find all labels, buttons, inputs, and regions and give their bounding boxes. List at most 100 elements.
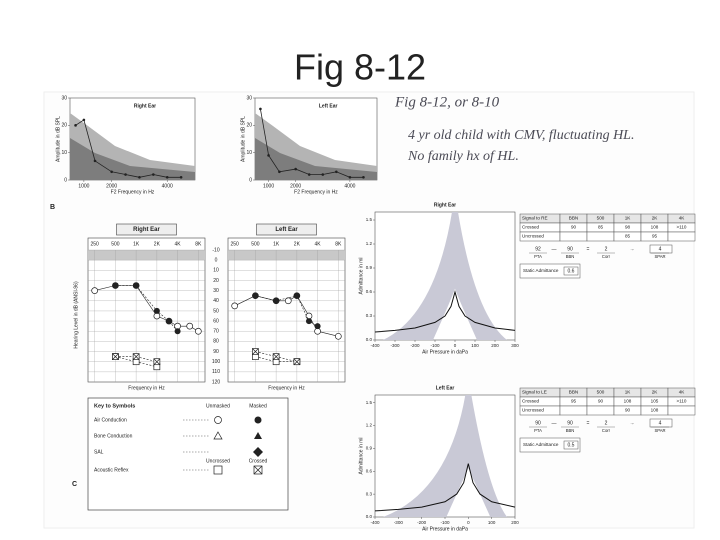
y-tick-label: 80 <box>213 339 219 345</box>
air-unmasked <box>334 332 342 340</box>
air-unmasked <box>231 302 239 310</box>
y-tick-label: 0.3 <box>366 313 373 318</box>
calc-item: = <box>587 246 590 252</box>
key-row: SAL <box>94 449 104 455</box>
x-tick-label: 200 <box>491 343 499 348</box>
y-tick-label: 10 <box>61 150 67 156</box>
key-symbol <box>253 465 263 475</box>
table-header: 2K <box>652 216 659 221</box>
dp-point <box>307 173 311 176</box>
dp-point <box>93 159 97 163</box>
air-masked <box>165 318 172 325</box>
x-tick-label: -400 <box>370 520 380 525</box>
x-axis-label: Frequency in Hz <box>268 385 305 391</box>
table-header: 1K <box>625 390 632 395</box>
air-masked <box>273 297 280 304</box>
table-header: 2K <box>652 390 659 395</box>
key-column: Uncrossed <box>206 458 230 464</box>
y-tick-label: 30 <box>246 95 252 101</box>
calc-item: 4 <box>659 420 662 426</box>
title-box <box>116 223 177 236</box>
y-tick-label: 1.5 <box>366 217 373 222</box>
calc-item: — <box>552 420 557 426</box>
calc-item: → <box>630 420 635 426</box>
calc-label: SPAR <box>654 428 665 433</box>
table-cell <box>559 231 588 242</box>
table-header: BBN <box>569 216 578 221</box>
y-tick-label: 0.0 <box>366 514 373 519</box>
key-symbol <box>254 432 262 439</box>
key-row: Air Conduction <box>94 417 127 423</box>
handwritten-note: 4 yr old child with CMV, fluctuating HL. <box>408 128 634 143</box>
table-value: 85 <box>625 234 631 239</box>
x-tick-label: -400 <box>370 343 380 348</box>
static-label: Static Admittance <box>523 268 559 273</box>
table-header: Signal to RE <box>522 216 548 221</box>
dp-point <box>138 175 141 179</box>
dp-point <box>321 173 325 176</box>
y-tick-label: 1.2 <box>366 241 373 246</box>
handwritten-note: No family hx of HL. <box>407 149 519 164</box>
calc-label: BBN <box>566 428 575 433</box>
y-tick-label: 30 <box>61 95 67 101</box>
slide-title: Fig 8-12 <box>294 47 426 88</box>
x-tick-label: 4000 <box>344 183 355 189</box>
y-tick-label: 0.0 <box>366 337 373 342</box>
y-axis-label: Hearing Level in dB (ANSI-96) <box>73 281 79 349</box>
handwritten-note: Fig 8-12, or 8-10 <box>394 94 500 110</box>
reflex-crossed <box>272 353 280 360</box>
y-tick-label: 0.3 <box>366 491 373 496</box>
plot-title: Left Ear <box>319 103 338 109</box>
x-tick-label: 1K <box>133 241 140 247</box>
key-column: Unmasked <box>206 403 230 409</box>
reflex-crossed <box>153 358 161 366</box>
air-masked <box>133 282 140 289</box>
calc-label: PTA <box>534 428 542 433</box>
key-symbol <box>213 431 223 440</box>
air-masked <box>112 282 119 289</box>
x-axis-label: Air Pressure in daPa <box>422 349 468 355</box>
noise-floor <box>255 138 377 180</box>
air-unmasked <box>194 327 202 335</box>
calc-label: BBN <box>566 254 575 259</box>
x-tick-label: 1000 <box>263 183 274 189</box>
y-tick-label: 120 <box>212 379 221 385</box>
y-tick-label: 10 <box>246 150 252 156</box>
x-tick-label: 100 <box>488 520 496 525</box>
y-tick-label: 20 <box>61 123 67 129</box>
air-masked <box>153 307 160 314</box>
static-value: 0.6 <box>568 268 575 274</box>
tympanogram <box>374 290 516 333</box>
calc-item: 92 <box>535 246 541 252</box>
y-tick-label: 0.6 <box>366 468 373 473</box>
table-value: 85 <box>598 225 604 230</box>
reflex-crossed <box>252 348 259 355</box>
air-masked <box>314 323 321 330</box>
x-tick-label: -100 <box>440 520 450 525</box>
calc-item: 4 <box>659 246 662 252</box>
dp-point <box>294 167 297 171</box>
dp-point <box>348 175 352 179</box>
reflex-crossed-x <box>132 353 140 360</box>
calc-item: 90 <box>567 420 573 426</box>
calc-item: = <box>587 420 590 426</box>
table-value: 108 <box>651 408 659 413</box>
panel-label: B <box>50 204 55 211</box>
x-tick-label: 1K <box>273 241 280 247</box>
dp-point <box>152 173 155 176</box>
y-tick-label: 100 <box>212 359 221 365</box>
table-header: BBN <box>569 390 578 395</box>
x-tick-label: -100 <box>430 343 440 348</box>
x-tick-label: 4K <box>315 241 322 247</box>
y-tick-label: 0 <box>249 177 252 183</box>
reflex-crossed-x <box>112 353 119 360</box>
top-band <box>228 250 345 261</box>
x-tick-label: 8K <box>195 241 202 247</box>
key-row: Bone Conduction <box>94 433 133 439</box>
table-value: Crossed <box>522 225 540 230</box>
x-tick-label: 300 <box>511 343 519 348</box>
y-tick-label: 90 <box>213 349 219 355</box>
dp-point <box>335 170 338 174</box>
dp-point <box>179 175 183 179</box>
plot-title: Right Ear <box>133 227 160 233</box>
